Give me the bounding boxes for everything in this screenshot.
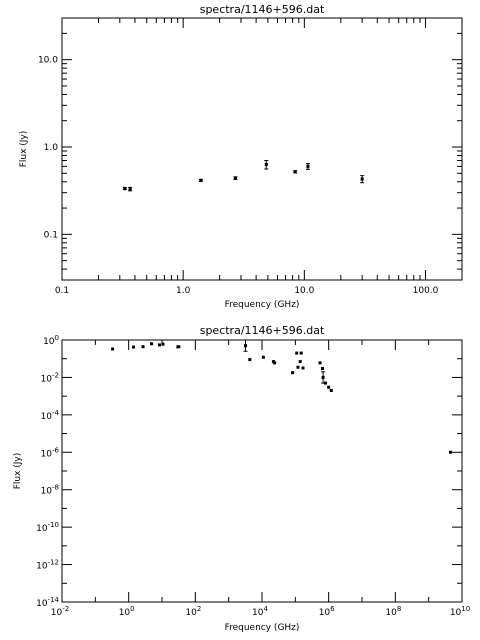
x-tick-label: 108 [385, 605, 401, 618]
y-tick-label: 10-10 [36, 521, 59, 534]
x-tick-label: 100 [119, 605, 135, 618]
x-tick-label: 0.1 [55, 286, 69, 296]
x-axis-label: Frequency (GHz) [225, 300, 300, 310]
x-tick-label: 1010 [450, 605, 470, 618]
x-tick-label: 106 [319, 605, 335, 618]
data-marker [318, 361, 322, 365]
x-axis-label: Frequency (GHz) [225, 623, 300, 633]
data-point [177, 345, 181, 349]
x-tick-label: 102 [185, 605, 201, 618]
data-marker [177, 345, 181, 349]
data-point [122, 186, 127, 191]
data-point [198, 178, 203, 182]
data-point [273, 361, 277, 365]
data-marker [329, 389, 333, 393]
data-marker [298, 360, 302, 364]
y-axis-label: Flux (Jy) [19, 131, 29, 168]
x-tick-label: 1.0 [176, 286, 191, 296]
y-tick-label: 10-2 [41, 371, 59, 384]
data-marker [306, 164, 310, 168]
x-tick-label: 100.0 [413, 286, 439, 296]
y-tick-label: 10-8 [41, 484, 59, 497]
data-marker [111, 347, 115, 351]
data-point [296, 365, 300, 369]
y-tick-label: 10-6 [41, 446, 60, 459]
data-point [329, 389, 333, 393]
data-marker [448, 450, 452, 454]
data-point [318, 361, 322, 365]
data-marker [291, 371, 295, 375]
data-marker [123, 186, 127, 190]
data-point [132, 345, 136, 349]
data-marker [295, 351, 299, 355]
y-tick-label: 100 [43, 334, 59, 347]
data-marker [273, 361, 277, 365]
y-tick-label: 1.0 [44, 143, 59, 153]
bottom-spectrum-plot: spectra/1146+596.dat Frequency (GHz) Flux … [13, 324, 470, 633]
data-marker [323, 381, 327, 385]
data-marker [321, 375, 325, 379]
data-point [448, 450, 452, 454]
y-tick-label: 10-14 [36, 596, 59, 609]
data-marker [261, 355, 265, 359]
data-point [291, 371, 295, 375]
top-spectrum-plot: spectra/1146+596.dat Frequency (GHz) Flux … [19, 3, 463, 310]
data-marker [233, 176, 237, 180]
data-point [299, 351, 303, 355]
data-point [301, 366, 305, 370]
data-marker [150, 342, 154, 346]
data-point [305, 163, 310, 170]
plot-frame [61, 339, 463, 603]
data-marker [141, 345, 145, 349]
data-point [298, 360, 302, 364]
data-marker [244, 344, 248, 348]
data-point [157, 343, 161, 347]
data-point [248, 358, 252, 362]
data-point [233, 176, 238, 180]
data-marker [132, 345, 136, 349]
data-point [295, 351, 299, 355]
chart-title: spectra/1146+596.dat [200, 3, 325, 16]
data-point [360, 175, 365, 184]
data-marker [299, 351, 303, 355]
data-point [293, 170, 298, 174]
data-marker [128, 187, 132, 191]
data-marker [327, 385, 331, 389]
data-marker [320, 366, 324, 370]
data-point [150, 342, 154, 346]
plot-frame [61, 17, 463, 281]
data-marker [264, 163, 268, 167]
data-point [323, 381, 327, 385]
data-point [327, 385, 331, 389]
data-marker [360, 177, 364, 181]
data-marker [157, 343, 161, 347]
data-marker [296, 365, 300, 369]
y-axis-label: Flux (Jy) [13, 453, 23, 490]
data-marker [301, 366, 305, 370]
data-point [243, 339, 248, 352]
data-marker [248, 358, 252, 362]
x-tick-label: 10-2 [51, 605, 69, 618]
data-point [321, 371, 326, 384]
data-point [320, 366, 324, 370]
data-marker [199, 178, 203, 182]
x-tick-label: 10.0 [294, 286, 314, 296]
y-tick-label: 10.0 [38, 56, 58, 66]
chart-title: spectra/1146+596.dat [200, 324, 325, 337]
y-tick-label: 0.1 [44, 230, 58, 240]
data-point [128, 186, 133, 192]
data-point [111, 347, 115, 351]
data-marker [293, 170, 297, 174]
data-point [264, 160, 269, 170]
y-tick-label: 10-12 [36, 559, 59, 572]
data-point [161, 342, 165, 346]
data-marker [161, 342, 165, 346]
data-point [261, 355, 265, 359]
y-tick-label: 10-4 [41, 409, 60, 422]
data-point [141, 345, 145, 349]
x-tick-label: 104 [252, 605, 268, 618]
